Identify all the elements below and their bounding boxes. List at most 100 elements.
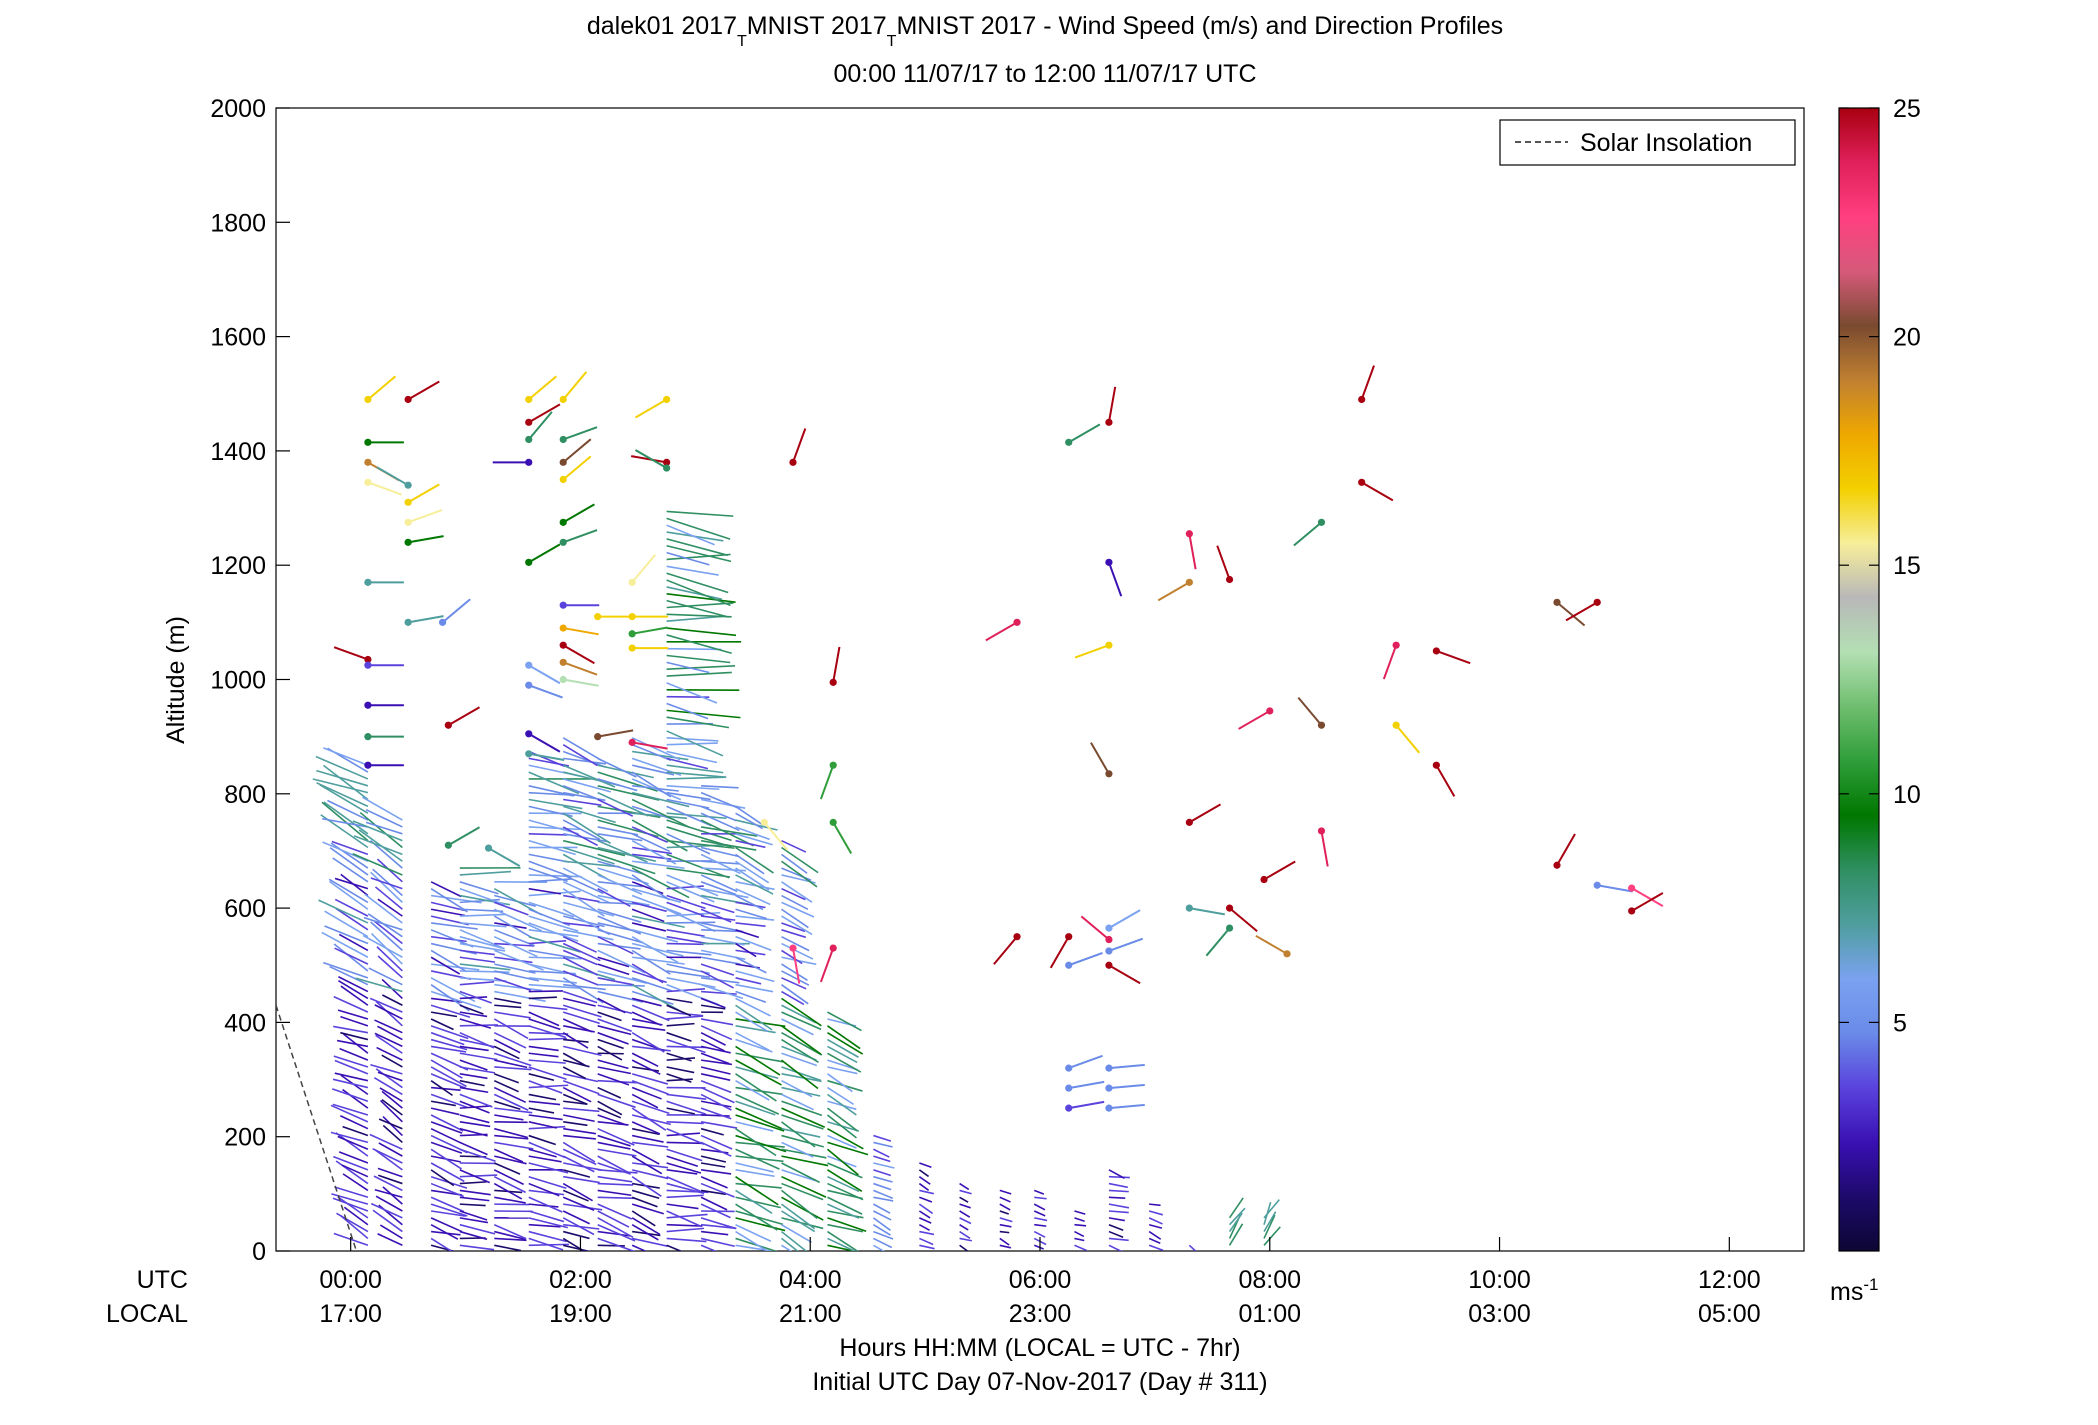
profile-barb — [959, 1224, 969, 1231]
profile-barb — [735, 956, 767, 974]
profile-barb — [631, 983, 680, 1012]
profile-barb — [372, 1147, 403, 1164]
wind-barb-shaft — [1107, 562, 1123, 597]
profile-barb — [827, 1134, 857, 1149]
profile-barb — [332, 1197, 369, 1212]
profile-barb — [563, 983, 606, 991]
profile-barb — [631, 1093, 659, 1109]
profile-barb — [631, 1134, 664, 1143]
wind-barb-dot — [525, 681, 533, 689]
profile-barb — [631, 867, 690, 899]
wind-barb — [1358, 365, 1375, 404]
profile-barb — [375, 1068, 403, 1089]
wind-barb-dot — [1065, 933, 1073, 941]
profile-barb — [959, 1189, 972, 1195]
profile-barb — [597, 970, 648, 985]
profile-barb — [666, 1127, 705, 1145]
profile-barb — [735, 1162, 774, 1173]
wind-barb-shaft — [1108, 937, 1144, 952]
profile-barb — [597, 1217, 634, 1238]
profile-barb — [781, 990, 805, 1006]
profile-barb — [666, 1100, 707, 1115]
wind-barb-dot — [1432, 761, 1440, 769]
profile-barb — [430, 1059, 463, 1079]
profile-barb — [528, 1025, 567, 1039]
profile-barb — [873, 1237, 893, 1249]
profile-barb — [666, 1175, 704, 1194]
profile-barb — [563, 1045, 602, 1057]
profile-barb — [666, 517, 731, 540]
profile-barb — [781, 1079, 813, 1098]
profile-barb — [528, 833, 568, 836]
profile-barb — [700, 1134, 733, 1150]
profile-barb — [430, 1025, 469, 1040]
profile-barb — [631, 963, 664, 984]
wind-barb-dot — [1266, 707, 1274, 715]
profile-barb — [735, 922, 766, 927]
profile-barb — [631, 935, 679, 964]
profile-barb — [365, 808, 403, 828]
profile-barb — [700, 1237, 735, 1248]
wind-barb — [1553, 598, 1586, 627]
profile-barb — [735, 1086, 783, 1096]
profile-barb — [781, 1025, 822, 1055]
profile-barb — [459, 990, 492, 1004]
wind-barb-dot — [1358, 478, 1366, 486]
profile-barb — [494, 1155, 527, 1165]
profile-barb — [1188, 1244, 1197, 1251]
profile-barb — [494, 1059, 528, 1069]
profile-barb — [597, 963, 630, 976]
y-tick-label: 1600 — [210, 324, 266, 352]
profile-barb — [959, 1230, 971, 1240]
profile-barb — [459, 977, 507, 982]
profile-barb — [666, 1227, 705, 1233]
profile-barb — [597, 785, 660, 801]
profile-barb — [631, 908, 665, 923]
profile-barb — [735, 1210, 784, 1226]
wind-barb-dot — [1013, 618, 1021, 626]
profile-barb — [528, 785, 574, 797]
profile-barb — [826, 1107, 858, 1132]
wind-barb-shaft — [376, 466, 409, 487]
profile-barb — [1108, 1175, 1130, 1179]
profile-barb — [735, 1223, 772, 1242]
profile-barb — [597, 1086, 622, 1099]
profile-barb — [826, 1093, 857, 1116]
wind-barb-shaft — [1320, 830, 1329, 867]
profile-barb — [666, 553, 731, 561]
wind-barb-dot — [1105, 961, 1113, 969]
profile-barb — [459, 929, 503, 949]
wind-barb — [1216, 545, 1234, 584]
wind-barb — [1065, 1100, 1105, 1112]
profile-barb — [827, 1086, 855, 1106]
wind-barb-dot — [525, 395, 533, 404]
profile-barb — [631, 1100, 670, 1115]
profile-barb — [700, 1073, 731, 1081]
wind-barb — [376, 466, 412, 489]
wind-barb-dot — [1317, 721, 1326, 729]
profile-barb — [323, 801, 369, 835]
wind-barb-dot — [559, 601, 567, 609]
x-row-label-local: LOCAL — [106, 1300, 188, 1328]
profile-barb — [378, 1142, 403, 1157]
wind-barb — [404, 509, 443, 526]
colorbar: 5 10 15 20 25 ms-1 — [1830, 95, 1921, 1306]
profile-barb — [494, 983, 543, 992]
profile-barb — [873, 1148, 890, 1158]
profile-barb — [430, 1237, 453, 1251]
wind-barb-dot — [1105, 1104, 1113, 1112]
profile-barb — [374, 1004, 403, 1020]
wind-barb — [628, 644, 669, 652]
wind-barb-shaft — [832, 821, 853, 855]
profile-barb — [1148, 1244, 1164, 1251]
profile-barb — [631, 1155, 663, 1175]
title-sub-2: T — [887, 33, 897, 50]
profile-barb — [1034, 1196, 1047, 1200]
profile-barb — [735, 1169, 775, 1178]
profile-barb — [597, 853, 656, 875]
profile-barb — [494, 970, 539, 982]
profile-barb — [562, 1210, 591, 1225]
profile-barb — [528, 798, 583, 810]
profile-barb — [666, 970, 710, 978]
profile-barb — [999, 1210, 1009, 1215]
